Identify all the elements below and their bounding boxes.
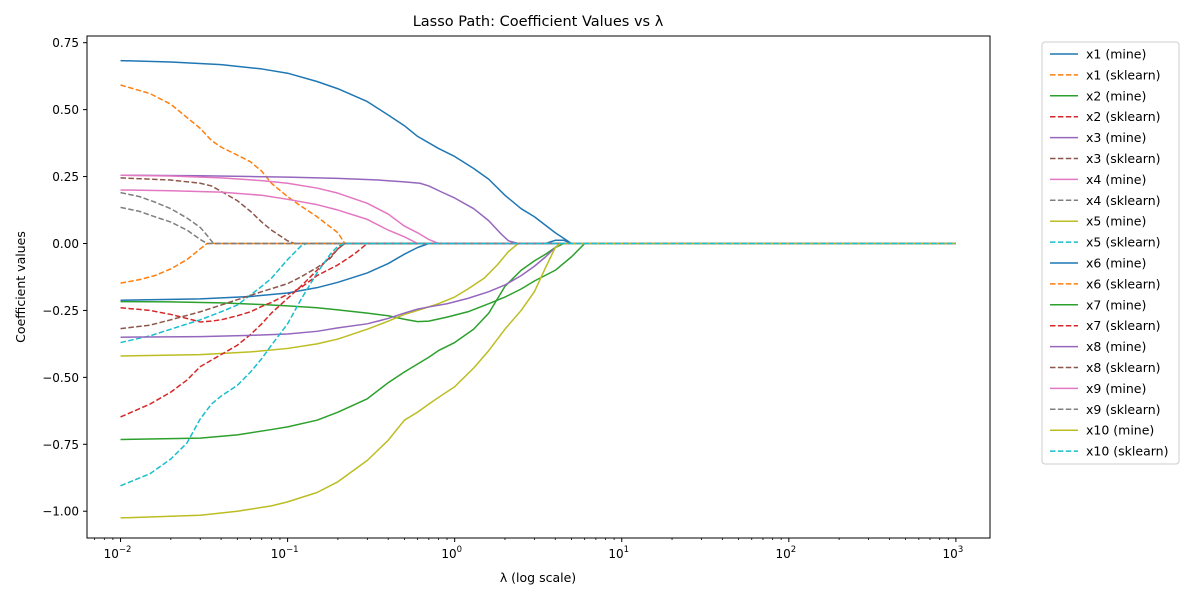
legend-label-15: x8 (mine) bbox=[1086, 339, 1146, 354]
series-line-16 bbox=[120, 242, 956, 330]
legend-label-14: x7 (sklearn) bbox=[1086, 318, 1161, 333]
y-axis-ticks: 0.75 0.50 0.25 0.00 −0.25 −0.50 −0.75 −1.00 bbox=[42, 36, 87, 519]
plot-area: 10−2 10−1 100 101 102 103 0.750.500.250.00−0.… bbox=[42, 35, 991, 561]
y-tick-label-2: 0.50 bbox=[52, 103, 79, 117]
legend-label-5: x3 (mine) bbox=[1086, 130, 1146, 145]
y-tick-label-1: 0.75 bbox=[52, 36, 79, 50]
y-tick-label-5: −0.25 bbox=[42, 304, 79, 318]
legend-label-9: x5 (mine) bbox=[1086, 214, 1146, 229]
series-line-6 bbox=[120, 177, 956, 245]
legend-label-8: x4 (sklearn) bbox=[1086, 193, 1161, 208]
legend-label-13: x7 (mine) bbox=[1086, 297, 1146, 312]
legend-label-2: x1 (sklearn) bbox=[1086, 67, 1161, 82]
legend-label-12: x6 (sklearn) bbox=[1086, 276, 1161, 291]
series-line-9 bbox=[120, 242, 956, 357]
plot-frame bbox=[86, 35, 991, 539]
legend-label-11: x6 (mine) bbox=[1086, 256, 1146, 271]
series-line-2 bbox=[120, 84, 956, 245]
chart-title: Lasso Path: Coefficient Values vs λ bbox=[413, 14, 664, 30]
y-axis-label: Coefficient values bbox=[13, 231, 28, 343]
legend-label-18: x9 (sklearn) bbox=[1086, 402, 1161, 417]
series-line-12 bbox=[120, 242, 956, 284]
series-line-7 bbox=[120, 174, 956, 245]
series-line-13 bbox=[120, 242, 956, 441]
legend-label-20: x10 (sklearn) bbox=[1086, 444, 1168, 459]
series-line-17 bbox=[120, 189, 956, 245]
legend-entries: x1 (mine) x1 (sklearn) x2 (mine) x2 (sklear… bbox=[1050, 47, 1168, 459]
y-tick-label-4: 0.00 bbox=[52, 237, 79, 251]
series-line-20 bbox=[120, 242, 956, 487]
series-line-1 bbox=[120, 59, 956, 245]
legend-frame bbox=[1041, 41, 1180, 465]
series-line-11 bbox=[120, 239, 956, 301]
y-tick-label-8: −1.00 bbox=[42, 505, 79, 519]
series-line-8 bbox=[120, 191, 956, 245]
series-line-5 bbox=[120, 174, 956, 245]
y-tick-label-3: 0.25 bbox=[52, 170, 79, 184]
series-line-4 bbox=[120, 242, 956, 323]
y-tick-label-7: −0.75 bbox=[42, 438, 79, 452]
legend-label-10: x5 (sklearn) bbox=[1086, 235, 1161, 250]
series-line-15 bbox=[120, 242, 956, 338]
series-line-19 bbox=[120, 242, 956, 519]
legend-label-19: x10 (mine) bbox=[1086, 423, 1154, 438]
legend-label-16: x8 (sklearn) bbox=[1086, 360, 1161, 375]
legend-label-17: x9 (mine) bbox=[1086, 381, 1146, 396]
series-line-3 bbox=[120, 242, 956, 323]
series-line-10 bbox=[120, 242, 956, 344]
legend-label-1: x1 (mine) bbox=[1086, 47, 1146, 62]
series-layer bbox=[120, 59, 956, 519]
legend-label-7: x4 (mine) bbox=[1086, 172, 1146, 187]
legend: x1 (mine) x1 (sklearn) x2 (mine) x2 (sklear… bbox=[1041, 41, 1180, 465]
series-line-14 bbox=[120, 242, 956, 418]
legend-label-3: x2 (mine) bbox=[1086, 88, 1146, 103]
legend-label-4: x2 (sklearn) bbox=[1086, 109, 1161, 124]
y-tick-label-6: −0.50 bbox=[42, 371, 79, 385]
x-axis-label: λ (log scale) bbox=[500, 570, 576, 585]
legend-label-6: x3 (sklearn) bbox=[1086, 151, 1161, 166]
